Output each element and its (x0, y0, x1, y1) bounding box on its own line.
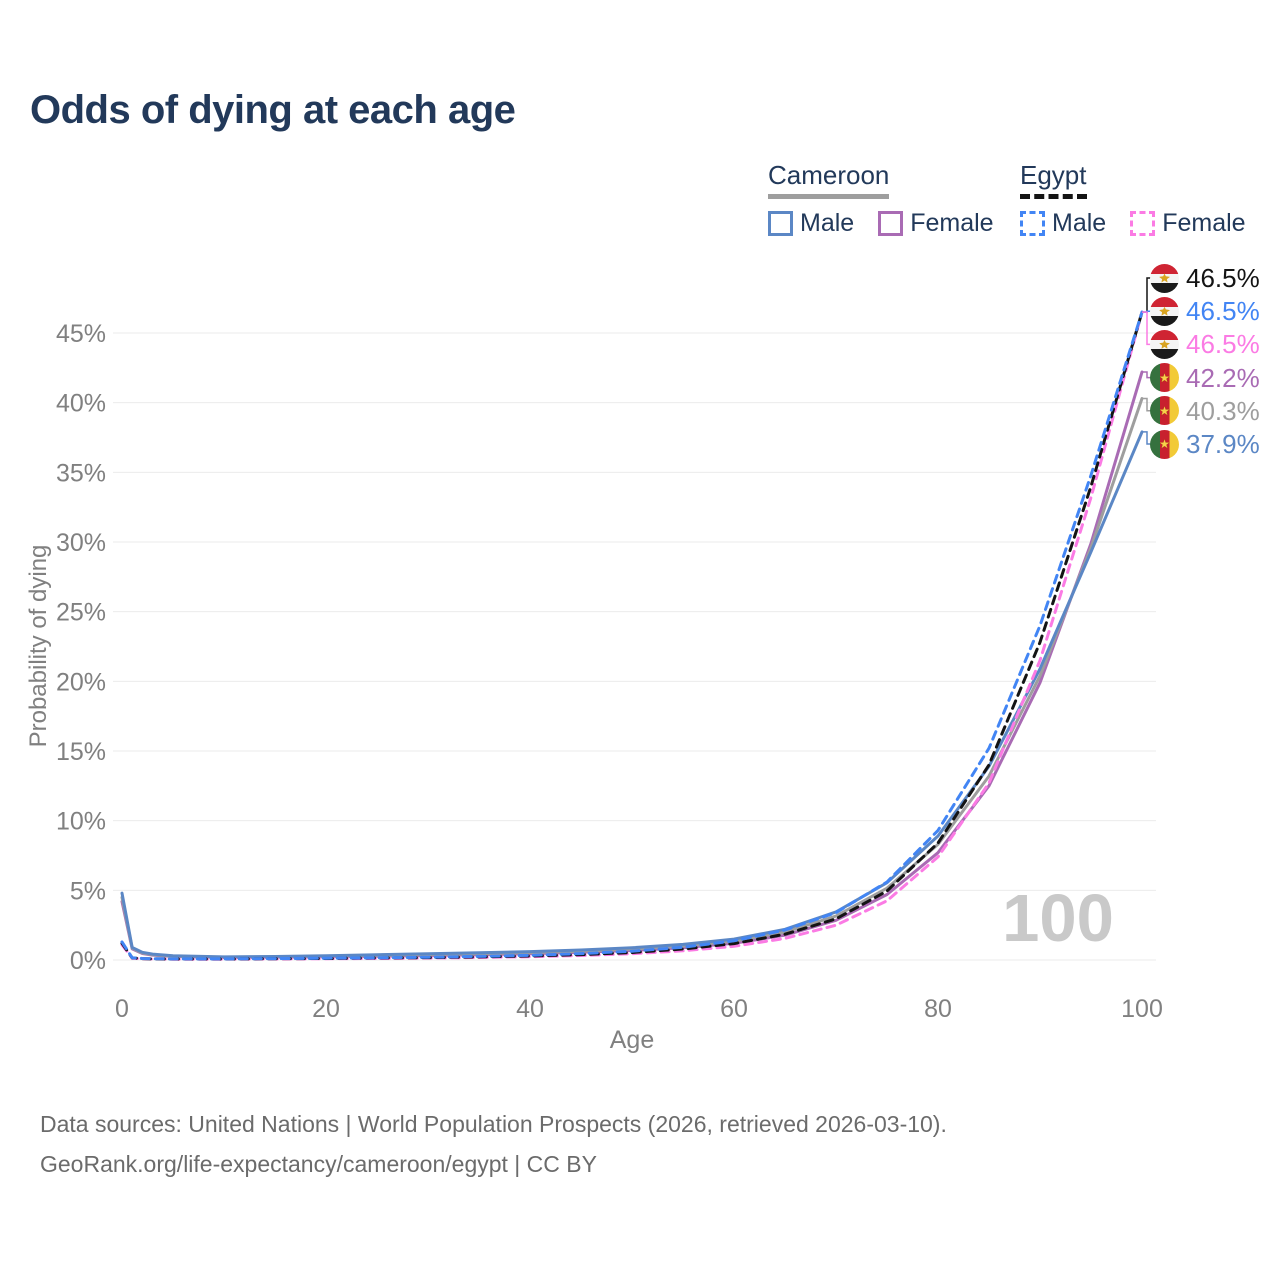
age-watermark: 100 (1002, 881, 1114, 956)
footer: Data sources: United Nations | World Pop… (40, 1104, 947, 1185)
y-tick-label: 10% (56, 808, 106, 836)
y-tick-label: 0% (70, 947, 106, 975)
legend-group-title-cameroon: Cameroon (768, 160, 890, 199)
y-tick-label: 35% (56, 459, 106, 487)
series-line-egypt-both[interactable] (120, 310, 1144, 961)
y-tick-label: 45% (56, 320, 106, 348)
x-tick-label: 80 (924, 995, 952, 1023)
legend-label-egypt-female: Female (1162, 209, 1246, 237)
x-tick-label: 100 (1121, 995, 1163, 1023)
y-tick-label: 5% (70, 877, 106, 905)
x-tick-label: 0 (115, 995, 129, 1023)
legend-label-cameroon-female: Female (910, 209, 994, 237)
series-line-cameroon-both[interactable] (120, 397, 1144, 959)
legend-group-cameroon: Cameroon Male Female (768, 160, 994, 238)
end-label-connector-egypt-female (1142, 311, 1151, 346)
y-tick-label: 30% (56, 529, 106, 557)
footer-data-sources: Data sources: United Nations | World Pop… (40, 1111, 947, 1137)
x-tick-label: 20 (312, 995, 340, 1023)
cameroon-female-swatch-icon (878, 211, 904, 236)
legend-label-egypt-male: Male (1052, 209, 1107, 237)
legend-items-cameroon: Male Female (768, 209, 994, 238)
series-line-egypt-female[interactable] (120, 310, 1144, 961)
end-label-connector-cameroon-female (1142, 371, 1151, 379)
y-tick-label: 15% (56, 738, 106, 766)
end-label-connector-cameroon-both (1142, 397, 1151, 412)
x-tick-label: 60 (720, 995, 748, 1023)
end-label-connector-egypt-both (1142, 277, 1151, 313)
y-tick-label: 25% (56, 599, 106, 627)
x-tick-label: 40 (516, 995, 544, 1023)
series-line-cameroon-male[interactable] (120, 430, 1144, 959)
legend-item-cameroon-female[interactable]: Female (878, 209, 994, 238)
series-line-cameroon-female[interactable] (120, 370, 1144, 959)
page-title: Odds of dying at each age (30, 88, 516, 132)
series-line-egypt-male[interactable] (120, 310, 1144, 961)
legend-label-cameroon-male: Male (800, 209, 855, 237)
footer-attribution: GeoRank.org/life-expectancy/cameroon/egy… (40, 1151, 597, 1178)
end-label-connector-cameroon-male (1142, 431, 1151, 445)
legend-item-egypt-male[interactable]: Male (1020, 209, 1106, 238)
y-tick-label: 40% (56, 390, 106, 418)
x-axis-title: Age (610, 1026, 654, 1054)
y-tick-label: 20% (56, 668, 106, 696)
egypt-male-swatch-icon (1020, 211, 1045, 236)
legend-item-cameroon-male[interactable]: Male (768, 209, 854, 238)
y-axis-title: Probability of dying (25, 545, 52, 748)
egypt-female-swatch-icon (1130, 211, 1156, 236)
legend-group-egypt: Egypt Male Female (1020, 160, 1246, 238)
legend-group-title-egypt: Egypt (1020, 160, 1087, 199)
legend-items-egypt: Male Female (1020, 209, 1246, 238)
legend-item-egypt-female[interactable]: Female (1130, 209, 1246, 238)
cameroon-male-swatch-icon (768, 211, 793, 236)
